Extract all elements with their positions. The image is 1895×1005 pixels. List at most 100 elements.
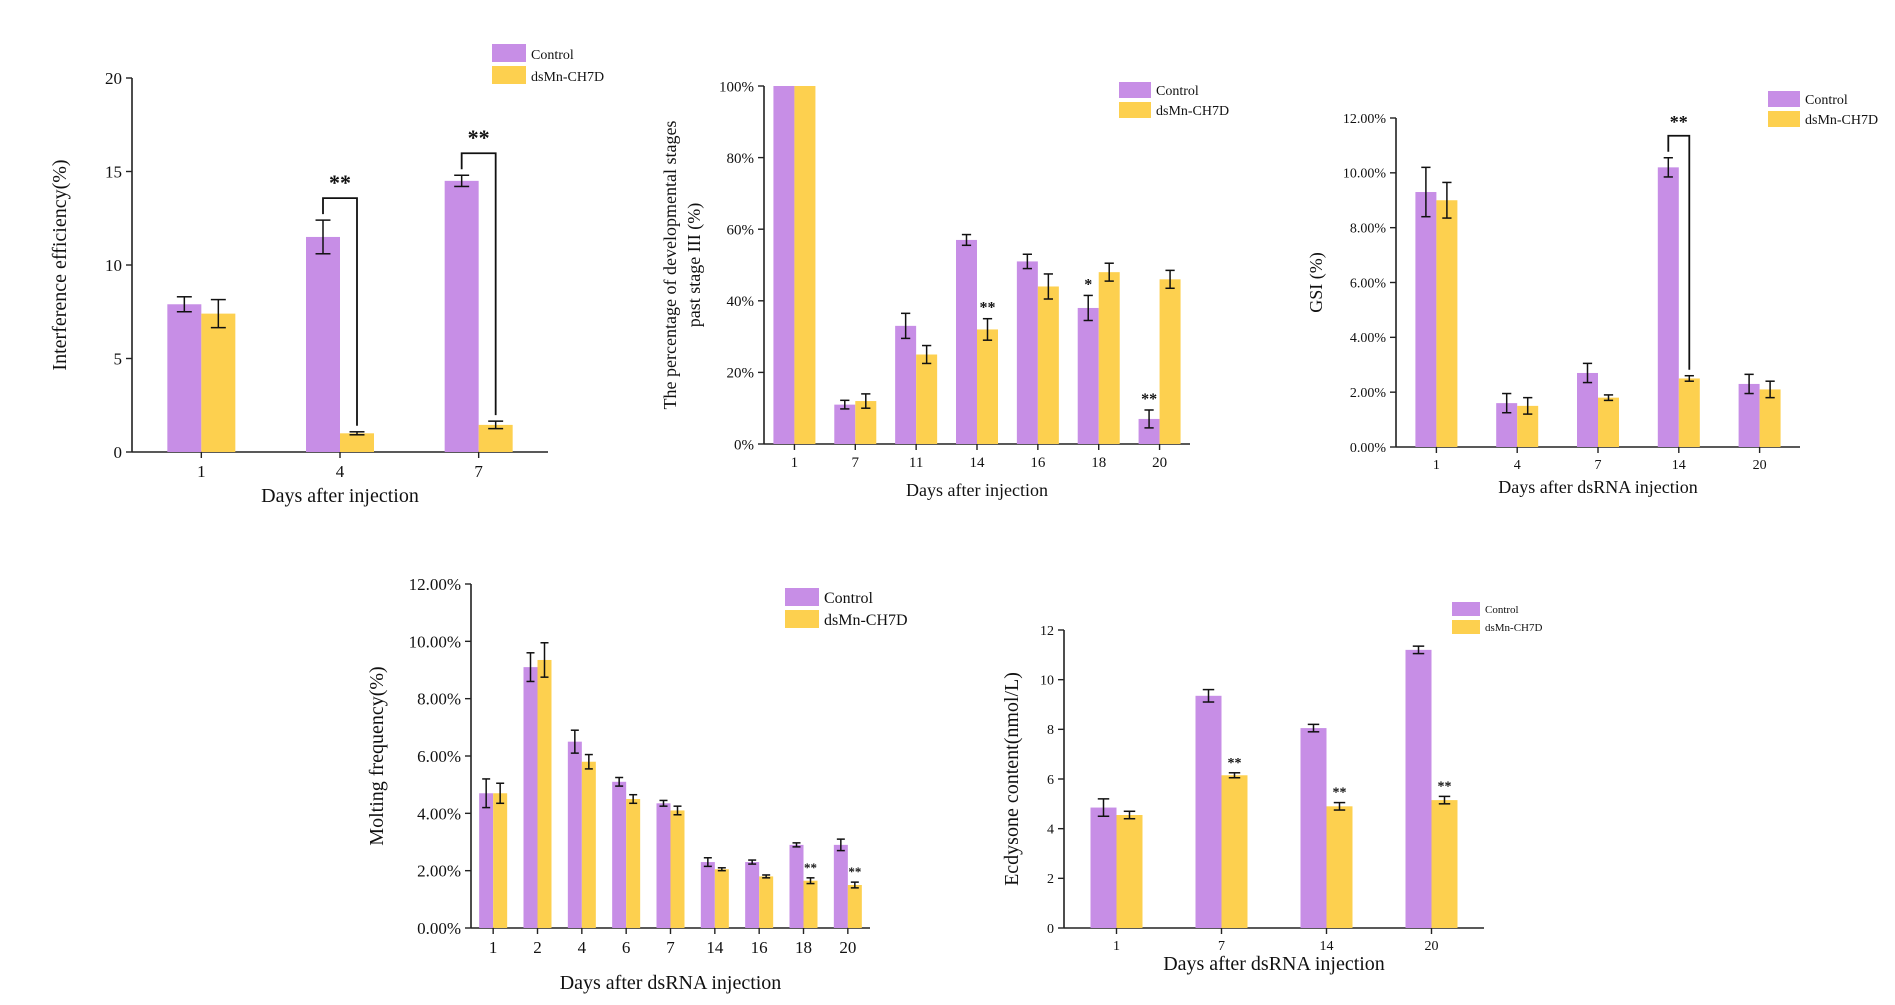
x-tick-label: 20	[1753, 458, 1767, 473]
bar-control	[773, 86, 795, 444]
bar-treatment	[1098, 272, 1120, 444]
significance-bracket	[460, 152, 497, 416]
legend-label: Control	[824, 590, 873, 607]
bar-treatment	[478, 424, 513, 452]
bar-control	[479, 793, 494, 928]
bar-control	[1496, 403, 1518, 447]
y-tick-label: 60%	[727, 222, 755, 238]
significance-label: **	[1670, 112, 1688, 132]
y-tick-label: 12.00%	[409, 575, 461, 594]
y-tick-label: 6.00%	[1350, 276, 1387, 291]
y-tick-label: 15	[105, 162, 122, 181]
bar-control	[745, 862, 760, 928]
bar-control	[1016, 261, 1038, 444]
x-tick-label: 14	[1320, 939, 1334, 954]
bar-control	[1077, 307, 1099, 444]
significance-label: **	[1438, 779, 1452, 794]
x-tick-label: 20	[1152, 455, 1167, 471]
bar-control	[1738, 383, 1760, 447]
y-tick-label: 0.00%	[1350, 441, 1387, 456]
bar-treatment	[1598, 397, 1619, 447]
y-tick-label: 10.00%	[409, 632, 461, 651]
bar-control	[833, 844, 848, 928]
bar-treatment	[1436, 200, 1458, 447]
y-tick-label: 6	[1047, 773, 1054, 788]
bar-treatment	[537, 659, 552, 928]
bar-control	[306, 236, 340, 452]
y-tick-label: 4.00%	[417, 804, 461, 823]
bar-control	[834, 404, 856, 444]
bar-control	[1090, 807, 1117, 928]
bar-control	[567, 741, 582, 928]
significance-label: **	[848, 864, 861, 879]
y-tick-label: 2.00%	[417, 862, 461, 881]
x-tick-label: 18	[795, 938, 812, 957]
bar-treatment	[1517, 405, 1539, 447]
legend-swatch-treatment	[785, 610, 819, 628]
bar-treatment	[803, 880, 818, 928]
legend-swatch-control	[1119, 82, 1151, 98]
x-tick-label: 14	[1672, 458, 1686, 473]
y-tick-label: 0	[114, 443, 123, 462]
bar-control	[1405, 649, 1432, 928]
bar-control	[700, 862, 715, 928]
x-axis-title: Days after dsRNA injection	[1163, 953, 1385, 975]
x-tick-label: 16	[751, 938, 768, 957]
bar-treatment	[340, 433, 374, 452]
y-tick-label: 12.00%	[1343, 112, 1387, 127]
chart-3: 0.00%2.00%4.00%6.00%8.00%10.00%12.00%1 4 7…	[1306, 91, 1878, 497]
chart-2: 0%20%40%60%80%100%1 7 11 14 16 18 20*****Days …	[660, 79, 1229, 500]
x-tick-label: 1	[1433, 458, 1440, 473]
y-tick-label: 8.00%	[417, 690, 461, 709]
significance-label: **	[1228, 756, 1242, 771]
bar-treatment	[1678, 378, 1700, 447]
bar-control	[656, 803, 671, 928]
bar-treatment	[1116, 815, 1143, 928]
x-tick-label: 1	[791, 455, 799, 471]
y-tick-label: 8	[1047, 723, 1054, 738]
bar-treatment	[759, 876, 774, 928]
y-tick-label: 5	[114, 349, 123, 368]
y-tick-label: 10	[105, 256, 122, 275]
bar-treatment	[847, 885, 862, 928]
bar-treatment	[1326, 806, 1353, 928]
legend-label: dsMn-CH7D	[1156, 104, 1229, 119]
significance-label: **	[804, 860, 817, 875]
y-tick-label: 80%	[727, 151, 755, 167]
bar-control	[1300, 728, 1327, 928]
significance-label: **	[329, 170, 351, 195]
bar-control	[956, 239, 977, 444]
y-tick-label: 12	[1040, 624, 1054, 639]
significance-bracket	[1667, 134, 1691, 370]
bar-control	[523, 667, 538, 928]
y-tick-label: 10	[1040, 674, 1054, 689]
y-tick-label: 0	[1047, 922, 1054, 937]
x-tick-label: 4	[578, 938, 587, 957]
bar-treatment	[1159, 279, 1181, 444]
y-axis-title: Ecdysone content(nmol/L)	[1001, 672, 1023, 886]
y-axis-title: GSI (%)	[1306, 252, 1327, 313]
x-tick-label: 4	[336, 462, 345, 481]
x-axis-title: Days after injection	[261, 485, 419, 507]
bar-control	[789, 844, 804, 928]
x-axis-title: Days after injection	[906, 480, 1048, 500]
legend-label: dsMn-CH7D	[531, 70, 604, 85]
y-tick-label: 40%	[727, 294, 755, 310]
legend-label: Control	[1156, 84, 1199, 99]
y-axis-title: Interference efficiency(%)	[49, 159, 71, 370]
y-tick-label: 4	[1047, 823, 1054, 838]
x-tick-label: 7	[852, 455, 860, 471]
bar-treatment	[1037, 286, 1059, 444]
x-tick-label: 18	[1091, 455, 1106, 471]
bar-control	[895, 325, 917, 444]
y-tick-label: 20%	[727, 366, 755, 382]
legend-swatch-treatment	[1768, 111, 1800, 127]
significance-label: *	[1084, 276, 1092, 293]
x-tick-label: 1	[489, 938, 498, 957]
significance-label: **	[980, 300, 996, 317]
y-tick-label: 0%	[734, 437, 754, 453]
legend-swatch-treatment	[1452, 620, 1480, 634]
x-tick-label: 1	[197, 462, 206, 481]
